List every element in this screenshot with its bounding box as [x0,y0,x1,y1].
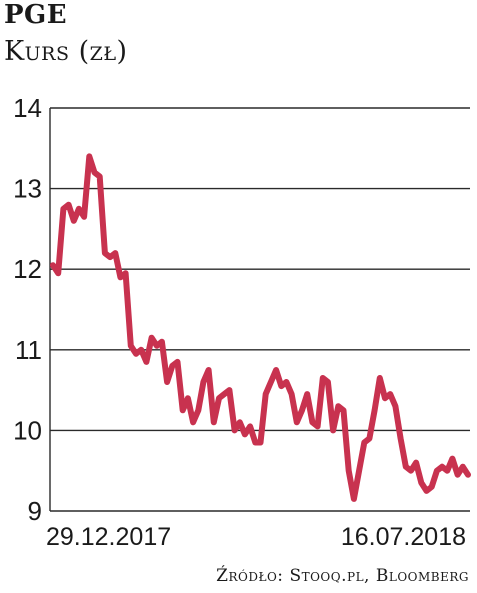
series-group [50,153,471,502]
x-tick-labels: 29.12.2017 16.07.2018 [46,523,466,551]
gridlines [49,107,470,512]
x-tick-label: 16.07.2018 [341,523,466,551]
y-tick-label: 14 [13,93,42,123]
y-tick-label: 12 [13,254,42,284]
y-tick-label: 9 [28,496,42,526]
source-note: Źródło: Stooq.pl, Bloomberg [216,566,469,586]
series-line [50,153,471,502]
x-tick-label: 29.12.2017 [46,523,171,551]
y-tick-labels: 9 10 11 12 13 14 [13,93,42,526]
y-tick-label: 13 [13,174,42,204]
y-tick-label: 10 [13,415,42,445]
y-tick-label: 11 [15,335,42,365]
chart-subtitle: Kurs (zł) [4,36,128,67]
chart-title: PGE [4,0,68,30]
